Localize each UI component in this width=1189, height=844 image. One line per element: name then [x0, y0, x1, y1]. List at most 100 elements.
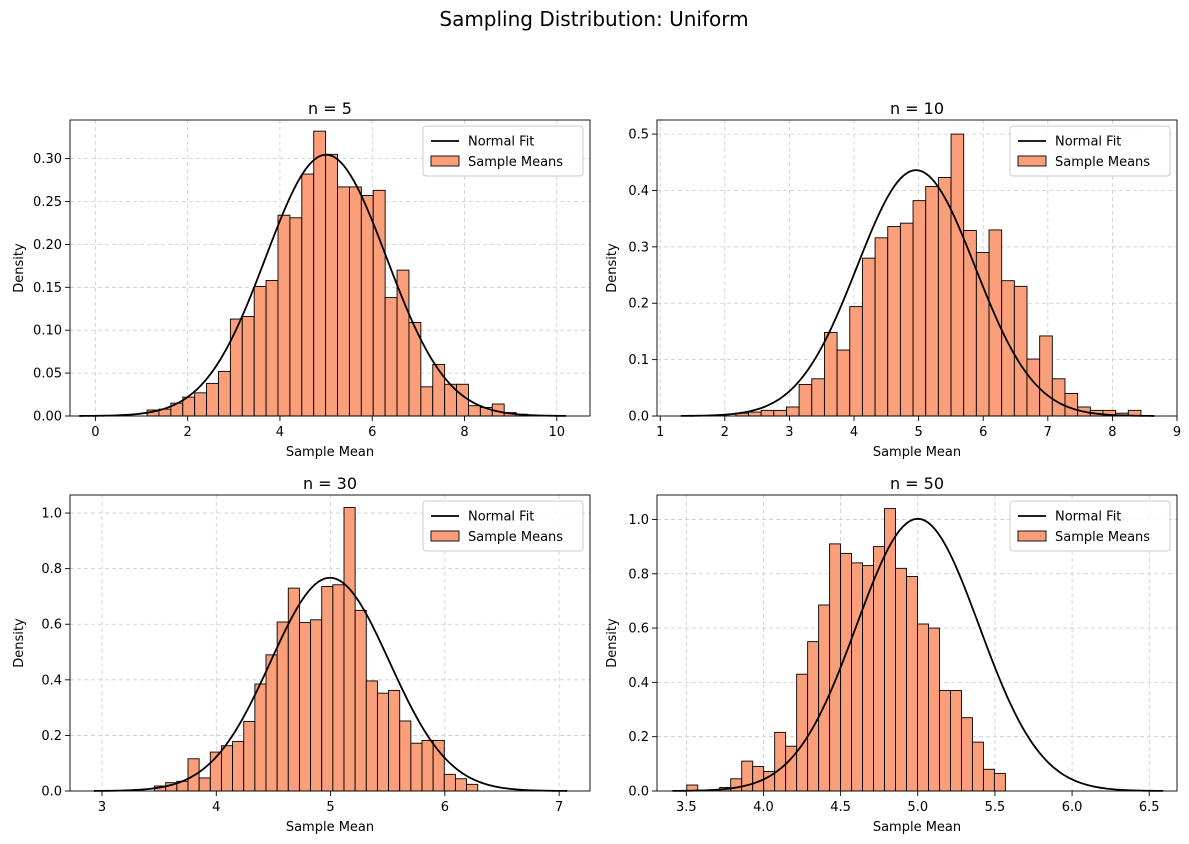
histogram-bar — [456, 383, 469, 417]
histogram-bar — [851, 562, 864, 792]
y-tick-label: 0.4 — [41, 673, 62, 688]
histogram-bar — [337, 186, 350, 417]
histogram-bar — [786, 406, 800, 417]
x-tick-label: 7 — [1044, 425, 1052, 440]
y-axis-label: Density — [12, 618, 27, 668]
histogram-bar — [232, 741, 245, 792]
normal-fit-line — [680, 169, 1155, 417]
histogram-bar — [310, 619, 323, 792]
histogram-bar — [420, 386, 434, 417]
y-tick-label: 0.2 — [628, 730, 649, 745]
histogram-bar — [325, 153, 338, 417]
subplot-4: 3.5 4.0 4.5 5.0 5.5 6.0 6.5 0.0 0.2 0.4 0.6 0.8 1.0 n… — [605, 474, 1178, 835]
legend-box — [1009, 125, 1171, 177]
y-tick-label: 0.30 — [33, 152, 62, 167]
histogram-bar — [396, 269, 410, 417]
x-tick-label: 4 — [212, 800, 220, 815]
x-axis-label: Sample Mean — [286, 820, 374, 835]
subplot-title: n = 5 — [308, 99, 352, 118]
x-tick-label: 5 — [914, 425, 922, 440]
histogram-bar — [807, 641, 820, 792]
histogram-bar — [321, 585, 334, 792]
histogram-bar — [1001, 280, 1015, 417]
histogram-bar — [1039, 335, 1053, 417]
histogram-bars — [686, 508, 1006, 792]
histogram-bar — [840, 552, 853, 792]
legend: Normal Fit Sample Means — [422, 500, 584, 552]
histogram-bar — [432, 739, 445, 792]
legend-label: Normal Fit — [1055, 135, 1121, 150]
y-axis-label: Density — [12, 243, 27, 293]
legend-box — [1009, 500, 1171, 552]
legend-label: Normal Fit — [1055, 510, 1121, 525]
x-tick-label: 3 — [785, 425, 793, 440]
histogram-bar — [963, 230, 977, 417]
figure-title: Sampling Distribution: Uniform — [439, 7, 748, 31]
histogram-bar — [993, 772, 1006, 792]
histogram-bar — [265, 654, 278, 792]
histogram-bar — [198, 777, 211, 792]
x-axis-label: Sample Mean — [873, 820, 961, 835]
histogram-bar — [360, 195, 374, 417]
histogram-bar — [277, 214, 291, 417]
histogram-bar — [774, 731, 787, 792]
histogram-bar — [861, 257, 876, 417]
histogram-bar — [798, 383, 813, 417]
histogram-bars — [735, 133, 1142, 417]
histogram-bar — [332, 584, 345, 792]
subplot-3: 3 4 5 6 7 0.0 0.2 0.4 0.6 0.8 1.0 n = 30 Sample Mean… — [12, 474, 591, 835]
histogram-bar — [410, 742, 423, 792]
histogram-bar — [354, 609, 367, 792]
histogram-bar — [917, 623, 929, 792]
y-tick-label: 0.6 — [41, 618, 62, 633]
axes-frame — [656, 119, 1178, 417]
legend-label: Sample Means — [468, 530, 563, 545]
histogram-bar — [343, 507, 356, 792]
histogram-bar — [925, 186, 939, 417]
y-axis-label: Density — [605, 618, 620, 668]
legend-label: Normal Fit — [468, 135, 534, 150]
histogram-bars — [154, 507, 479, 792]
x-tick-label: 6 — [368, 425, 376, 440]
histogram-bar — [365, 680, 378, 792]
histogram-bar — [220, 745, 234, 792]
legend-label: Sample Means — [1055, 530, 1150, 545]
histogram-bar — [912, 200, 927, 417]
histogram-bar — [829, 543, 842, 792]
y-tick-label: 0.15 — [33, 281, 62, 296]
axes-frame — [69, 119, 591, 417]
histogram-bar — [384, 297, 398, 417]
y-tick-label: 0.0 — [41, 785, 62, 800]
legend-bar-swatch — [1017, 155, 1047, 167]
legend: Normal Fit Sample Means — [1009, 500, 1171, 552]
histogram-bar — [937, 177, 952, 417]
histogram-bar — [289, 217, 303, 417]
x-tick-label: 10 — [549, 425, 566, 440]
histogram-bar — [988, 229, 1003, 417]
subplot-1: 0 2 4 6 8 10 0.00 0.05 0.10 0.15 0.20 0.25 0.30 n = 5… — [12, 99, 591, 460]
histogram-bars — [146, 130, 529, 417]
x-tick-label: 8 — [1108, 425, 1116, 440]
x-tick-label: 5.0 — [907, 800, 928, 815]
legend: Normal Fit Sample Means — [1009, 125, 1171, 177]
histogram-bar — [748, 411, 762, 417]
histogram-bar — [265, 279, 279, 417]
histogram-bar — [399, 720, 412, 792]
legend-bar-swatch — [1017, 530, 1047, 542]
histogram-bar — [906, 576, 918, 792]
y-tick-label: 0.2 — [41, 729, 62, 744]
histogram-bar — [287, 587, 300, 792]
normal-fit-line — [79, 153, 567, 417]
histogram-bar — [454, 778, 468, 792]
y-tick-label: 0.4 — [628, 184, 649, 199]
y-tick-label: 0.20 — [33, 238, 62, 253]
histogram-bar — [823, 332, 838, 417]
x-tick-label: 2 — [184, 425, 192, 440]
subplot-title: n = 30 — [303, 474, 357, 493]
x-tick-label: 4.5 — [830, 800, 851, 815]
x-tick-label: 9 — [1173, 425, 1181, 440]
x-tick-label: 3 — [98, 800, 106, 815]
histogram-bar — [466, 783, 479, 792]
legend-bar-swatch — [430, 530, 460, 542]
